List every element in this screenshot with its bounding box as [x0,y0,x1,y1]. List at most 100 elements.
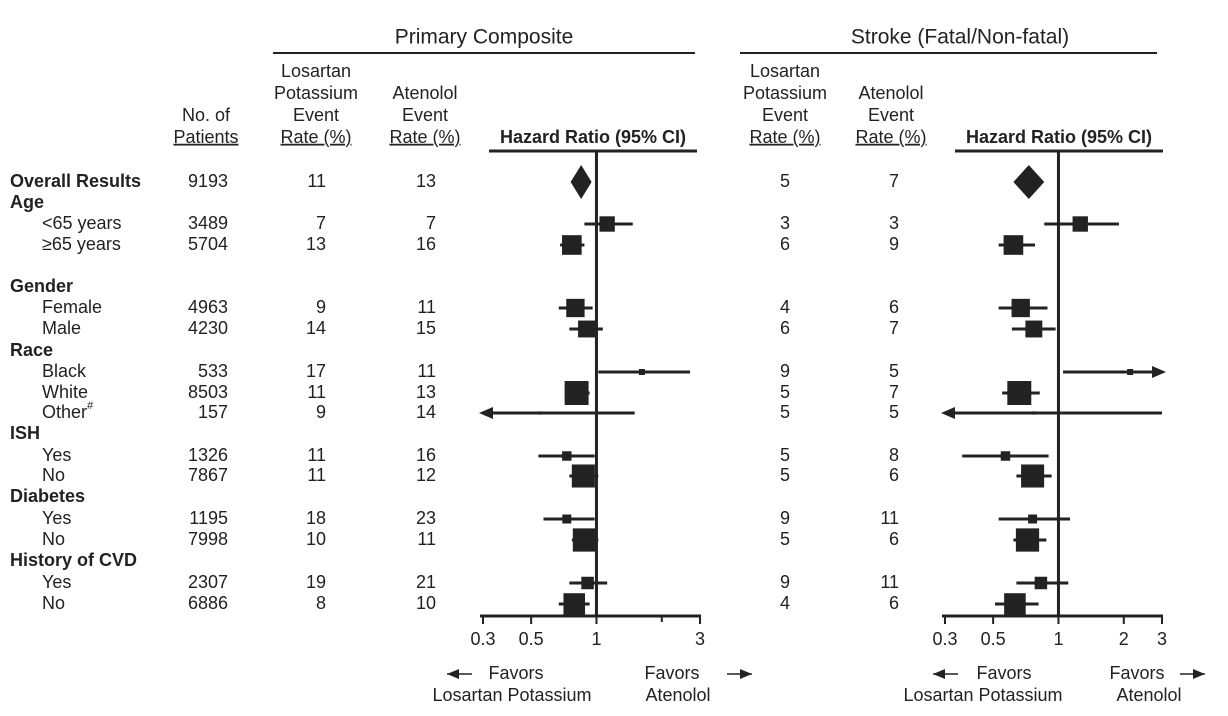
patients: 6886 [188,593,228,613]
x-tick-label: 3 [695,629,705,649]
hr-box [1000,451,1011,461]
atenolol-rate: 13 [416,382,436,402]
atenolol-rate: 21 [416,572,436,592]
hr-box [566,298,585,318]
hr-box [581,576,594,590]
ci-arrow [941,407,955,419]
column-header: Losartan [750,61,820,81]
patients: 4963 [188,297,228,317]
atenolol-rate: 7 [889,382,899,402]
row-label-text: Race [10,340,53,360]
panel-title: Primary Composite [395,26,574,49]
column-header: Rate (%) [749,127,820,147]
patients: 1326 [188,445,228,465]
atenolol-rate: 15 [416,318,436,338]
patients: 5704 [188,234,228,254]
hr-diamond [1013,165,1045,199]
favors-label: Losartan Potassium [903,685,1062,705]
row-label: No [42,529,65,549]
row-label: Gender [10,276,73,296]
row-label-text: Diabetes [10,486,85,506]
hr-box [1004,593,1026,615]
column-header: Event [762,105,808,125]
patients: 7867 [188,465,228,485]
row-label: Black [42,361,87,381]
atenolol-rate: 6 [889,465,899,485]
row-label: Female [42,297,102,317]
atenolol-rate: 11 [417,361,436,381]
favors-arrow-head [740,669,752,679]
losartan-rate: 18 [306,508,326,528]
row-label: Overall Results [10,171,141,191]
patients: 7998 [188,529,228,549]
losartan-rate: 6 [780,318,790,338]
atenolol-rate: 11 [417,529,436,549]
hr-box [1007,381,1032,405]
row-label: Male [42,318,81,338]
favors-arrow-head [933,669,945,679]
patients: 533 [198,361,228,381]
ci-arrow [479,407,493,419]
atenolol-rate: 9 [889,234,899,254]
hr-box [1025,320,1043,338]
losartan-rate: 5 [780,529,790,549]
hr-box [1015,528,1040,552]
atenolol-rate: 7 [889,171,899,191]
column-header: Event [868,105,914,125]
losartan-rate: 7 [316,213,326,233]
hr-box [538,411,542,415]
favors-label: Favors [1109,663,1164,683]
losartan-rate: 6 [780,234,790,254]
hr-box [564,381,589,405]
atenolol-rate: 13 [416,171,436,191]
atenolol-rate: 10 [416,593,436,613]
hr-header: Hazard Ratio (95% CI) [966,127,1152,147]
atenolol-rate: 16 [416,234,436,254]
x-tick-label: 0.5 [981,629,1006,649]
column-header: Rate (%) [280,127,351,147]
row-label: Age [10,192,44,212]
losartan-rate: 11 [307,445,326,465]
row-label-text: Yes [42,445,71,465]
row-label-text: No [42,593,65,613]
row-label-text: Female [42,297,102,317]
hr-box [562,451,572,461]
row-label-text: Male [42,318,81,338]
favors-label: Atenolol [1116,685,1181,705]
hr-box [562,235,582,255]
row-label: No [42,593,65,613]
row-label-text: ISH [10,423,40,443]
row-label: Yes [42,508,71,528]
patients: 157 [198,402,228,422]
losartan-rate: 8 [316,593,326,613]
atenolol-rate: 11 [880,572,899,592]
hr-box [1011,298,1030,318]
row-label: White [42,382,88,402]
losartan-rate: 4 [780,297,790,317]
losartan-rate: 10 [306,529,326,549]
hr-box [578,320,595,338]
row-label-text: Overall Results [10,171,141,191]
losartan-rate: 13 [306,234,326,254]
column-header: Atenolol [858,83,923,103]
row-label-text: Age [10,192,44,212]
x-tick-label: 1 [591,629,601,649]
row-label: Other# [42,400,94,422]
hr-box [563,593,586,615]
row-label-text: Yes [42,508,71,528]
row-label: Diabetes [10,486,85,506]
column-header: Losartan [281,61,351,81]
row-label-text: No [42,529,65,549]
row-label-text: White [42,382,88,402]
losartan-rate: 17 [306,361,326,381]
ci-arrow [1152,366,1166,378]
x-tick-label: 2 [1119,629,1129,649]
atenolol-rate: 16 [416,445,436,465]
favors-label: Atenolol [645,685,710,705]
losartan-rate: 4 [780,593,790,613]
column-header: No. of [182,105,231,125]
losartan-rate: 5 [780,445,790,465]
x-tick-label: 0.3 [470,629,495,649]
atenolol-rate: 12 [416,465,436,485]
row-label: Yes [42,445,71,465]
